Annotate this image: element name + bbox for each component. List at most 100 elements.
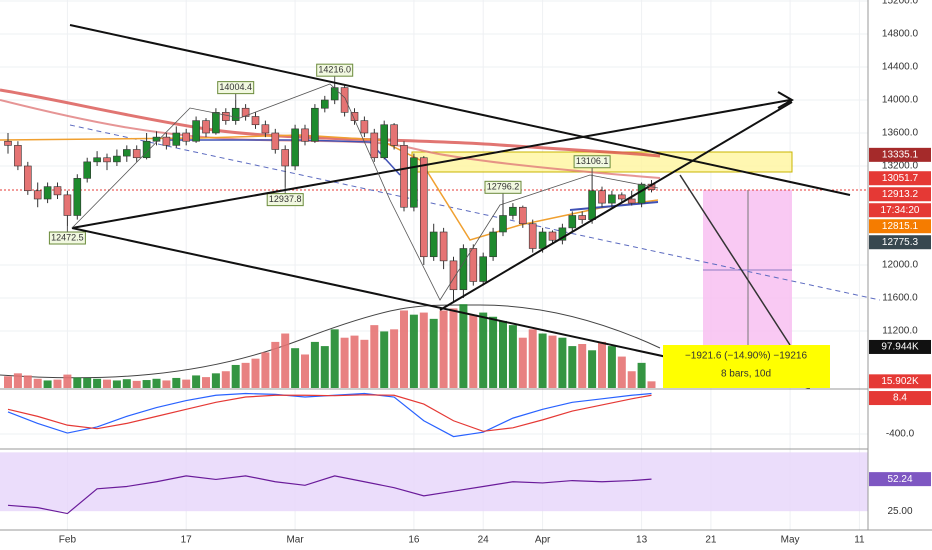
arrow-head [777, 91, 795, 109]
measure-text: −1921.6 (−14.90%) −19216 [685, 351, 807, 362]
volume-bar [93, 378, 102, 388]
note-box [316, 63, 354, 77]
candle-body [370, 132, 379, 159]
candle-body [548, 231, 557, 241]
badge-label: 17:34:20 [881, 205, 920, 216]
candle-body [489, 231, 497, 258]
volume-bar [538, 333, 547, 388]
note-box [266, 193, 304, 207]
candle-body [637, 183, 646, 204]
volume-bar [320, 346, 329, 388]
volume-bar [23, 375, 32, 388]
candle-body [4, 140, 12, 146]
candle-body [568, 215, 577, 229]
candle-body [93, 157, 101, 163]
measure-sub: 8 bars, 10d [721, 369, 771, 380]
note-label: 12472.5 [51, 232, 84, 242]
volume-bar [192, 375, 201, 388]
price-badge [869, 339, 931, 354]
ma-line [0, 88, 661, 158]
volume-bar [53, 379, 62, 388]
volume-bar [370, 325, 379, 388]
volume-bar [578, 344, 587, 388]
volume-bar [419, 312, 428, 388]
y-tick-label: 14400.0 [882, 62, 919, 73]
candle-body [499, 215, 507, 233]
volume-bar [607, 346, 616, 388]
volume-bar [528, 329, 537, 388]
badge-label: 12913.2 [882, 189, 919, 200]
badge-label: 15.902K [881, 376, 919, 387]
candle-body [202, 120, 210, 134]
volume-bar [73, 377, 82, 388]
candle-body [400, 145, 408, 208]
note-box [217, 81, 255, 95]
candle-body [528, 223, 537, 249]
candle-body [301, 128, 309, 142]
volume-bar [271, 341, 280, 388]
candle-body [222, 112, 230, 121]
volume-bar [390, 329, 399, 388]
candle-body [251, 116, 260, 126]
x-tick-label: 21 [705, 535, 717, 546]
candle-body [113, 155, 121, 163]
trend-line [69, 24, 851, 196]
candle-body [518, 206, 527, 225]
candle-body [311, 107, 319, 142]
volume-bar [409, 314, 418, 388]
projection-arrow [679, 174, 791, 346]
volume-bar [251, 358, 260, 388]
candle-body [578, 215, 587, 220]
candle-body [390, 124, 398, 146]
measure-box [663, 345, 830, 388]
volume-bar [588, 350, 597, 388]
badge-label: 13335.1 [882, 149, 919, 160]
volume-bar [479, 312, 488, 388]
candle-body [212, 112, 220, 134]
volume-bar [598, 341, 606, 388]
candle-body [588, 190, 596, 220]
candle-body [538, 231, 547, 249]
x-tick-label: 17 [181, 535, 193, 546]
volume-bar [429, 318, 438, 388]
price-badge [869, 147, 931, 162]
x-tick-label: 11 [854, 535, 865, 546]
candle-body [63, 194, 72, 216]
candle-body [162, 136, 171, 146]
volume-bar [162, 380, 171, 388]
rsi-line [7, 475, 652, 515]
x-tick-label: Mar [286, 535, 304, 546]
badge-label: 13051.7 [882, 173, 919, 184]
volume-bar [301, 354, 309, 388]
note-label: 12796.2 [487, 182, 520, 192]
candle-body [608, 194, 616, 204]
volume-bar [4, 376, 12, 388]
volume-bar [152, 378, 161, 388]
candle-body [152, 136, 161, 142]
candle-body [459, 248, 468, 291]
y-tick-label: 13200.0 [882, 161, 919, 172]
y-tick-label: 25.00 [887, 506, 912, 517]
candle-body [360, 120, 369, 134]
candle-body [449, 260, 458, 291]
price-badge [869, 235, 931, 250]
grid [0, 0, 868, 530]
volume-bar [449, 308, 458, 388]
candle-body [410, 157, 418, 208]
volume-bar [350, 335, 359, 388]
candle-body [627, 198, 636, 204]
volume-bar [330, 329, 339, 388]
price-badge [869, 171, 931, 186]
volume-bar [617, 356, 626, 388]
volume-bar [340, 337, 349, 388]
trend-line [71, 99, 791, 229]
ma-line [170, 139, 401, 176]
x-tick-label: 24 [478, 535, 490, 546]
volume-bar [63, 374, 72, 388]
zigzag [71, 83, 659, 301]
x-tick-label: 13 [636, 535, 648, 546]
candle-body [558, 227, 567, 241]
volume-bar [43, 380, 52, 388]
price-badge [869, 472, 931, 487]
note-label: 14216.0 [318, 65, 351, 75]
